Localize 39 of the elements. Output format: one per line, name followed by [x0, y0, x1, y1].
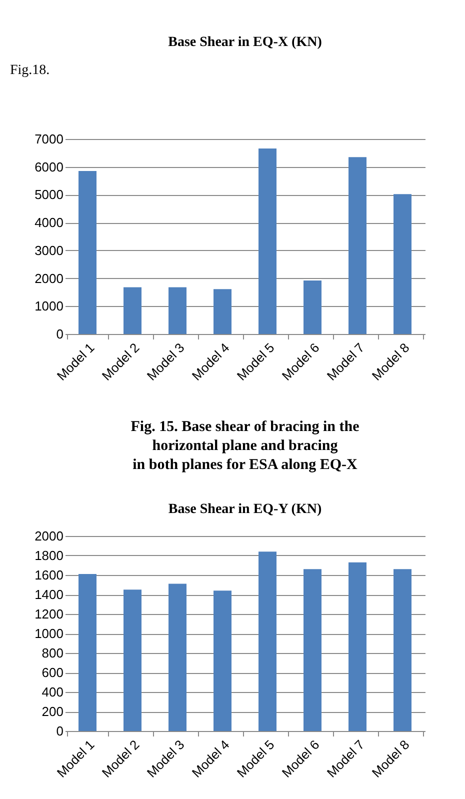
bar	[78, 574, 96, 731]
y-tick-label: 400	[42, 684, 64, 700]
caption: Fig. 15. Base shear of bracing in the horizontal plane and bracing in both planes for ESA along EQ-X	[130, 419, 360, 473]
bar	[168, 287, 186, 334]
bar	[394, 194, 412, 334]
bar	[348, 562, 366, 731]
caption: Fig.18.	[10, 63, 50, 78]
y-tick-label: 1000	[34, 626, 64, 641]
y-tick-label: 5000	[34, 187, 64, 202]
y-tick-label: 1800	[34, 548, 64, 563]
y-tick-label: 0	[56, 326, 64, 342]
y-tick-label: 800	[42, 646, 64, 660]
bar	[168, 584, 186, 731]
y-tick-label: 2000	[34, 270, 64, 286]
chart-title: Base Shear in EQ-Y (KN)	[168, 502, 322, 517]
y-tick-label: 200	[42, 704, 64, 719]
y-tick-label: 600	[42, 665, 64, 680]
y-tick-label: 6000	[34, 159, 64, 174]
bar	[304, 569, 322, 731]
y-tick-label: 3000	[34, 242, 64, 258]
bar	[214, 590, 232, 731]
bar	[304, 280, 322, 334]
y-tick-label: 0	[56, 724, 64, 738]
y-tick-label: 1400	[34, 587, 64, 602]
bar	[124, 287, 142, 334]
bar	[258, 552, 276, 731]
bar	[348, 157, 366, 334]
y-tick-label: 2000	[34, 528, 64, 544]
y-tick-label: 1000	[34, 298, 64, 314]
y-tick-label: 7000	[34, 132, 64, 146]
bar	[124, 590, 142, 731]
bar	[394, 569, 412, 731]
y-tick-label: 1200	[34, 606, 64, 622]
bar	[214, 289, 232, 334]
bar	[78, 171, 96, 334]
y-tick-label: 1600	[34, 568, 64, 582]
y-tick-label: 4000	[34, 215, 64, 230]
chart-title: Base Shear in EQ-X (KN)	[168, 35, 322, 50]
bar	[258, 148, 276, 334]
